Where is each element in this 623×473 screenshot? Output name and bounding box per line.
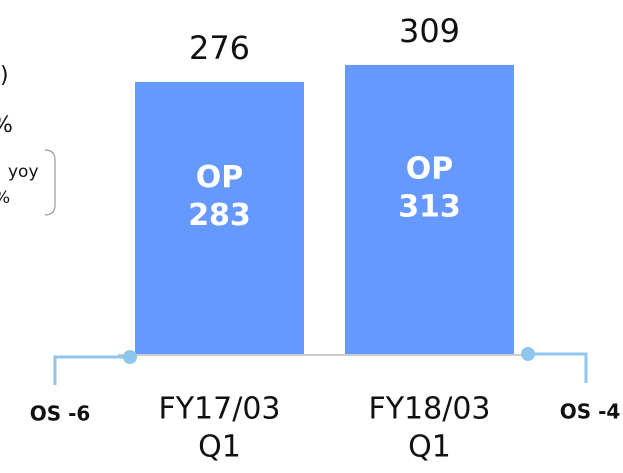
side-text: yoy — [8, 162, 39, 182]
value-label: 309 — [399, 12, 460, 50]
inner-value: 313 — [398, 189, 461, 224]
side-text: % — [0, 113, 13, 138]
x-tick-label: FY18/03 — [368, 392, 490, 427]
side-text: ) — [0, 63, 9, 88]
adjustment-label: OS -6 — [30, 402, 91, 426]
side-text: % — [0, 188, 10, 208]
x-tick-label: Q1 — [408, 430, 451, 465]
bracket — [44, 149, 56, 216]
dot — [123, 350, 137, 364]
dot — [521, 347, 535, 361]
x-tick-label: FY17/03 — [158, 392, 280, 427]
inner-value: 283 — [188, 198, 251, 233]
bar — [345, 64, 514, 356]
value-label: 276 — [189, 29, 250, 67]
x-tick-label: Q1 — [198, 430, 241, 465]
bar — [135, 81, 304, 355]
adjustment-label: OS -4 — [560, 400, 621, 424]
connector — [53, 355, 130, 385]
inner-label: OP — [406, 151, 454, 186]
connector — [528, 352, 588, 383]
inner-label: OP — [196, 160, 244, 195]
